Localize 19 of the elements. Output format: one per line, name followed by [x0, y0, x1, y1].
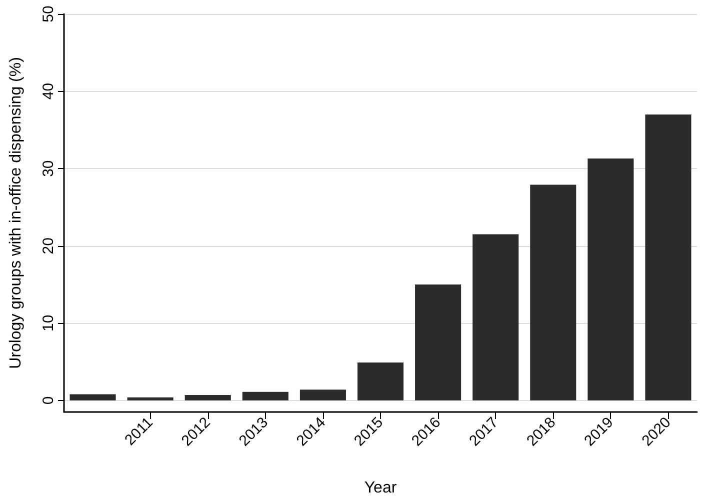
x-axis-title: Year — [364, 480, 398, 496]
y-tick-label: 30 — [40, 160, 57, 177]
bar — [415, 284, 462, 400]
y-tick-label: 0 — [40, 396, 57, 405]
bar — [588, 158, 634, 400]
y-tick-label: 40 — [40, 82, 57, 100]
bar — [530, 184, 576, 400]
y-axis-title: Urology groups with in-office dispensing (%) — [8, 57, 24, 369]
y-tick-label: 50 — [40, 6, 57, 22]
bar — [70, 394, 116, 400]
bar — [242, 392, 288, 400]
bar — [184, 395, 231, 400]
bar — [357, 362, 404, 400]
y-tick-label: 20 — [40, 238, 57, 254]
bar — [472, 234, 519, 400]
bar — [127, 397, 174, 400]
bar — [300, 390, 346, 400]
y-tick-label: 10 — [40, 314, 57, 332]
bar — [645, 114, 692, 400]
